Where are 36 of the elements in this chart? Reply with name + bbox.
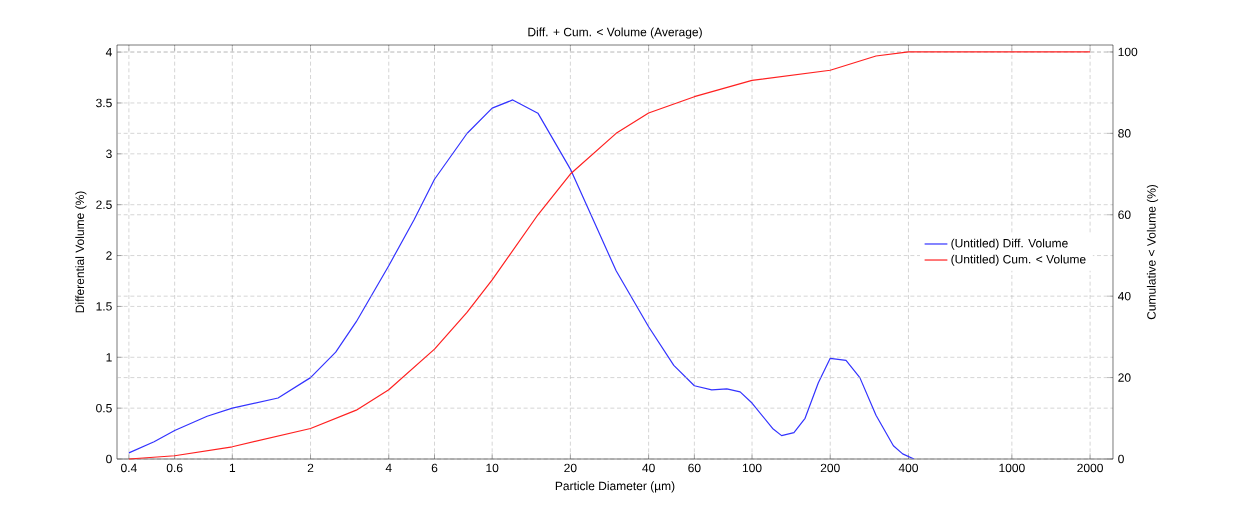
y-tick-label: 4	[105, 47, 112, 57]
chart-title: Diff. + Cum. < Volume (Average)	[528, 27, 702, 39]
y2-tick-label: 60	[1118, 210, 1131, 220]
y-tick-label: 1	[106, 353, 112, 362]
legend-label: (Untitled) Cum. < Volume	[951, 254, 1086, 266]
x-tick-label: 1000	[999, 463, 1025, 473]
x-tick-label: 10	[486, 463, 499, 473]
y2-tick-label: 100	[1118, 47, 1138, 57]
y-tick-label: 3	[106, 149, 112, 159]
x-tick-label: 4	[385, 463, 392, 472]
y2-tick-label: 0	[1118, 454, 1124, 464]
y-tick-label: 3.5	[96, 98, 112, 108]
x-tick-label: 6	[431, 463, 438, 473]
y2-axis-title: Cumulative < Volume (%)	[1146, 184, 1159, 320]
y-tick-label: 1.5	[96, 302, 112, 311]
y-tick-label: 2	[106, 251, 112, 260]
x-axis-title: Particle Diameter (µm)	[555, 481, 675, 493]
y2-tick-label: 20	[1118, 373, 1131, 382]
x-tick-label: 100	[742, 463, 762, 473]
x-tick-label: 20	[564, 463, 577, 473]
x-tick-label: 400	[898, 463, 919, 473]
x-tick-label: 2	[307, 463, 314, 473]
y-tick-label: 2.5	[96, 200, 112, 209]
x-tick-label: 0.6	[166, 463, 183, 473]
y-tick-label: 0	[106, 454, 112, 464]
x-tick-label: 60	[688, 463, 701, 473]
x-tick-label: 200	[820, 463, 840, 473]
y-axis-title: Differential Volume (%)	[75, 191, 87, 313]
y2-tick-label: 80	[1118, 129, 1131, 138]
legend-label: (Untitled) Diff. Volume	[951, 238, 1068, 250]
x-tick-label: 0.4	[121, 463, 137, 473]
x-tick-label: 2000	[1077, 463, 1103, 473]
y2-tick-label: 40	[1117, 291, 1131, 301]
x-tick-label: 1	[229, 463, 236, 472]
x-tick-label: 40	[642, 463, 655, 473]
y-tick-label: 0.5	[96, 403, 112, 413]
